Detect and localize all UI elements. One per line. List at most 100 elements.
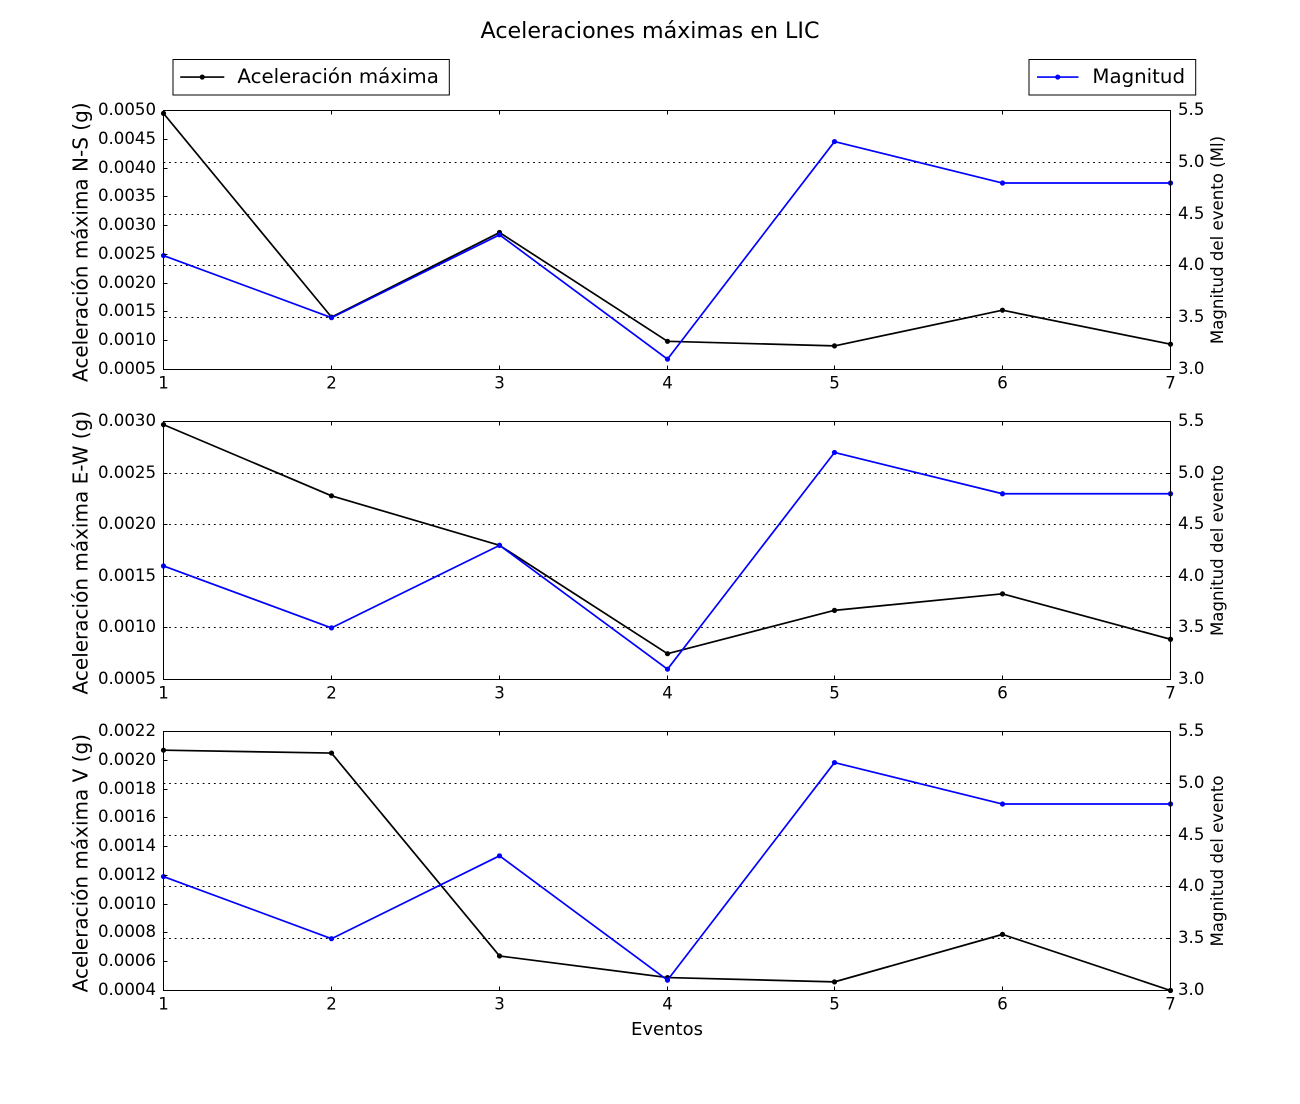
y-axis-label-left: Aceleración máxima V (g) bbox=[68, 734, 92, 992]
data-point-marker bbox=[999, 801, 1006, 807]
y-tick-label-left: 0.0020 bbox=[98, 750, 156, 769]
series-magnitude bbox=[160, 759, 1174, 983]
x-tick-label: 2 bbox=[326, 995, 337, 1014]
data-point-marker bbox=[664, 977, 671, 983]
x-tick-label: 7 bbox=[1165, 684, 1176, 703]
x-tick-label: 2 bbox=[326, 684, 337, 703]
x-tick-label: 2 bbox=[326, 374, 337, 393]
y-tick-label-left: 0.0025 bbox=[98, 463, 156, 482]
x-tick-label: 1 bbox=[158, 374, 169, 393]
data-point-marker bbox=[999, 931, 1006, 937]
y-tick-label-right: 3.0 bbox=[1178, 669, 1204, 688]
y-tick-label-right: 5.0 bbox=[1178, 463, 1204, 482]
y-tick-label-left: 0.0018 bbox=[98, 779, 156, 798]
y-axis-label-right: Magnitud del evento (Ml) bbox=[1208, 136, 1227, 344]
data-point-marker bbox=[999, 180, 1006, 186]
y-tick-label-left: 0.0020 bbox=[98, 514, 156, 533]
x-tick-label: 4 bbox=[662, 374, 673, 393]
data-point-marker bbox=[831, 607, 838, 613]
legend-acceleration: Aceleración máxima bbox=[172, 59, 450, 96]
y-tick-label-left: 0.0014 bbox=[98, 836, 156, 855]
y-tick-label-left: 0.0040 bbox=[98, 158, 156, 177]
y-tick-label-right: 3.5 bbox=[1178, 928, 1204, 947]
y-tick-label-left: 0.0010 bbox=[98, 894, 156, 913]
data-point-marker bbox=[496, 232, 503, 238]
legend-label: Magnitud bbox=[1092, 65, 1185, 88]
data-point-marker bbox=[999, 491, 1006, 497]
y-tick-label-left: 0.0012 bbox=[98, 865, 156, 884]
x-tick-label: 3 bbox=[494, 374, 505, 393]
y-tick-label-left: 0.0008 bbox=[98, 922, 156, 941]
y-axis-label-right: Magnitud del evento bbox=[1208, 775, 1227, 946]
y-tick-label-left: 0.0005 bbox=[98, 359, 156, 378]
data-point-marker bbox=[831, 343, 838, 349]
y-tick-label-right: 3.5 bbox=[1178, 307, 1204, 326]
x-tick-label: 7 bbox=[1165, 374, 1176, 393]
x-tick-label: 4 bbox=[662, 684, 673, 703]
subplot-E-W: 1 2 3 4 5 6 7 0.0030 0.0025 0.0020 0.0015 0.0010 0.0… bbox=[68, 411, 1227, 703]
y-tick-label-left: 0.0045 bbox=[98, 129, 156, 148]
y-tick-label-left: 0.0016 bbox=[98, 807, 156, 826]
x-tick-label: 6 bbox=[997, 995, 1008, 1014]
x-axis-label: Eventos bbox=[631, 1019, 703, 1040]
x-tick-label: 1 bbox=[158, 684, 169, 703]
data-point-marker bbox=[664, 356, 671, 362]
data-point-marker bbox=[496, 542, 503, 548]
y-tick-label-right: 3.5 bbox=[1178, 617, 1204, 636]
y-tick-label-left: 0.0004 bbox=[98, 980, 156, 999]
data-point-marker bbox=[664, 651, 671, 657]
data-point-marker bbox=[831, 138, 838, 145]
figure-title: Aceleraciones máximas en LIC bbox=[481, 18, 820, 44]
y-tick-label-right: 3.0 bbox=[1178, 359, 1204, 378]
y-tick-label-right: 4.5 bbox=[1178, 825, 1204, 844]
x-tick-label: 1 bbox=[158, 995, 169, 1014]
y-tick-label-right: 5.5 bbox=[1178, 721, 1204, 740]
x-tick-label: 5 bbox=[829, 374, 840, 393]
y-tick-label-left: 0.0020 bbox=[98, 273, 156, 292]
y-tick-label-left: 0.0015 bbox=[98, 301, 156, 320]
y-tick-label-right: 4.0 bbox=[1178, 876, 1204, 895]
y-tick-label-right: 5.0 bbox=[1178, 152, 1204, 171]
y-tick-label-left: 0.0030 bbox=[98, 215, 156, 234]
y-tick-label-left: 0.0010 bbox=[98, 617, 156, 636]
x-tick-label: 6 bbox=[997, 374, 1008, 393]
x-tick-label: 4 bbox=[662, 995, 673, 1014]
data-point-marker bbox=[328, 625, 335, 631]
x-tick-label: 6 bbox=[997, 684, 1008, 703]
subplot-N-S: 1 2 3 4 5 6 7 0.0050 0.0045 0.0040 0.0035 0.0030 0.0… bbox=[68, 100, 1227, 393]
data-point-marker bbox=[831, 449, 838, 456]
legend-marker-sample bbox=[199, 74, 205, 80]
subplot-V: 1 2 3 4 5 6 7 0.0022 0.0020 0.0018 0.0016 0.0014 0.0… bbox=[68, 721, 1227, 1040]
data-point-marker bbox=[664, 338, 671, 344]
y-tick-label-left: 0.0035 bbox=[98, 186, 156, 205]
data-point-marker bbox=[999, 591, 1006, 597]
data-point-marker bbox=[496, 853, 503, 859]
y-tick-label-right: 4.0 bbox=[1178, 566, 1204, 585]
y-tick-label-left: 0.0050 bbox=[98, 100, 156, 119]
y-tick-label-left: 0.0022 bbox=[98, 721, 156, 740]
data-point-marker bbox=[328, 750, 335, 756]
data-point-marker bbox=[328, 315, 335, 321]
y-tick-label-right: 5.5 bbox=[1178, 411, 1204, 430]
x-tick-label: 5 bbox=[829, 684, 840, 703]
legend-magnitude: Magnitud bbox=[1028, 59, 1197, 96]
data-point-marker bbox=[328, 493, 335, 499]
legend-marker-sample bbox=[1055, 74, 1061, 80]
y-tick-label-right: 4.5 bbox=[1178, 204, 1204, 223]
y-axis-label-left: Aceleración máxima N-S (g) bbox=[68, 102, 92, 382]
y-tick-label-right: 3.0 bbox=[1178, 980, 1204, 999]
y-tick-label-left: 0.0005 bbox=[98, 669, 156, 688]
y-tick-label-right: 5.0 bbox=[1178, 773, 1204, 792]
data-point-marker bbox=[831, 979, 838, 985]
data-point-marker bbox=[328, 936, 335, 942]
y-axis-label-right: Magnitud del evento bbox=[1208, 465, 1227, 636]
y-tick-label-right: 4.5 bbox=[1178, 514, 1204, 533]
data-point-marker bbox=[496, 953, 503, 959]
y-tick-label-left: 0.0006 bbox=[98, 951, 156, 970]
data-point-marker bbox=[831, 759, 838, 766]
data-point-marker bbox=[664, 666, 671, 672]
y-tick-label-left: 0.0015 bbox=[98, 566, 156, 585]
